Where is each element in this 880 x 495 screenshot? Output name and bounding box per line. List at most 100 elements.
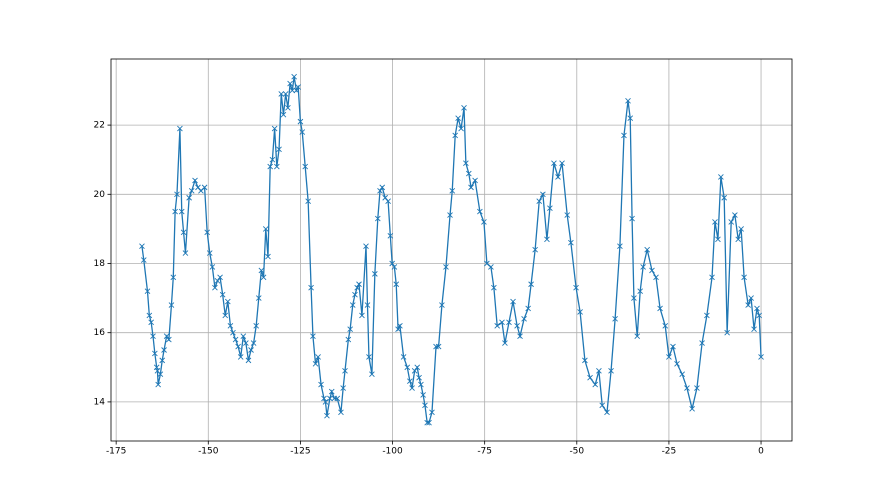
marker (166, 336, 172, 343)
marker (258, 267, 265, 274)
marker (625, 98, 631, 104)
marker (420, 392, 426, 398)
marker (262, 226, 269, 232)
marker (617, 243, 623, 250)
marker (327, 395, 333, 402)
marker (564, 212, 571, 218)
marker (155, 381, 161, 388)
marker (758, 354, 764, 360)
marker (435, 343, 442, 350)
marker (418, 381, 424, 388)
marker (308, 284, 314, 291)
marker (599, 402, 606, 409)
marker (148, 319, 154, 326)
marker (192, 177, 198, 184)
marker (544, 236, 550, 243)
marker (463, 160, 469, 166)
marker (443, 264, 449, 270)
marker (439, 302, 445, 308)
marker (596, 367, 602, 374)
marker (354, 284, 360, 291)
marker (679, 371, 686, 378)
marker (745, 302, 751, 308)
y-tick-label: 18 (94, 259, 106, 269)
marker (287, 80, 293, 87)
marker (140, 257, 147, 263)
marker (356, 281, 362, 288)
marker (517, 333, 523, 339)
marker (274, 163, 280, 170)
marker (255, 295, 262, 301)
marker (528, 281, 534, 288)
y-tick-label: 20 (94, 190, 106, 200)
marker (157, 371, 164, 378)
marker (352, 291, 358, 298)
marker (168, 302, 175, 308)
marker (186, 194, 192, 201)
marker (385, 198, 391, 205)
marker (604, 409, 610, 416)
marker (214, 277, 221, 284)
marker (315, 354, 321, 360)
marker (447, 212, 453, 218)
marker (612, 316, 618, 322)
marker (407, 378, 413, 384)
marker (312, 361, 319, 367)
marker (188, 188, 195, 194)
marker (741, 274, 747, 281)
marker (227, 322, 234, 329)
marker (674, 361, 680, 367)
y-tick-label: 16 (94, 328, 106, 338)
marker (250, 340, 257, 346)
marker (404, 364, 411, 371)
marker (634, 333, 641, 339)
marker (224, 298, 231, 305)
marker (349, 302, 356, 308)
y-tick-label: 14 (94, 397, 106, 407)
marker (265, 253, 271, 260)
marker (718, 174, 724, 180)
marker (322, 399, 329, 405)
marker (342, 367, 348, 374)
marker (751, 326, 757, 333)
marker (271, 125, 278, 132)
marker (577, 309, 583, 315)
marker (291, 73, 297, 80)
marker (551, 160, 557, 166)
x-tick-label: -50 (569, 447, 584, 457)
marker (338, 409, 344, 416)
marker (592, 381, 599, 388)
marker (514, 322, 520, 329)
marker (409, 385, 415, 391)
marker (694, 385, 700, 391)
marker (433, 343, 439, 350)
marker (150, 333, 156, 339)
marker (161, 347, 167, 353)
marker (170, 274, 177, 281)
marker (395, 326, 401, 333)
marker (629, 215, 635, 222)
x-tick-label: -75 (477, 447, 492, 457)
marker (206, 250, 213, 256)
marker (217, 274, 223, 281)
marker (321, 395, 327, 402)
marker (748, 295, 754, 301)
marker (466, 170, 472, 177)
marker (222, 312, 229, 319)
marker (276, 146, 282, 153)
marker (387, 232, 394, 239)
marker (152, 350, 158, 357)
marker (372, 271, 378, 277)
marker (295, 84, 302, 90)
marker (477, 208, 483, 215)
marker (662, 322, 669, 329)
marker (282, 91, 289, 97)
marker (709, 274, 715, 281)
marker (689, 406, 695, 412)
marker (670, 343, 676, 350)
marker (627, 115, 634, 121)
marker (324, 412, 330, 419)
marker (458, 125, 464, 132)
marker (728, 219, 735, 225)
marker (377, 188, 383, 194)
